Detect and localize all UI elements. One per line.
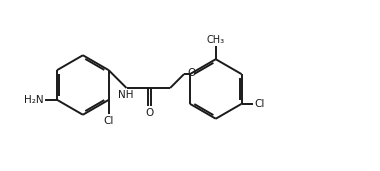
- Text: O: O: [146, 108, 154, 118]
- Text: H₂N: H₂N: [24, 95, 43, 105]
- Text: Cl: Cl: [103, 116, 114, 126]
- Text: NH: NH: [118, 90, 133, 100]
- Text: Cl: Cl: [255, 99, 265, 109]
- Text: CH₃: CH₃: [207, 35, 225, 45]
- Text: O: O: [187, 68, 195, 78]
